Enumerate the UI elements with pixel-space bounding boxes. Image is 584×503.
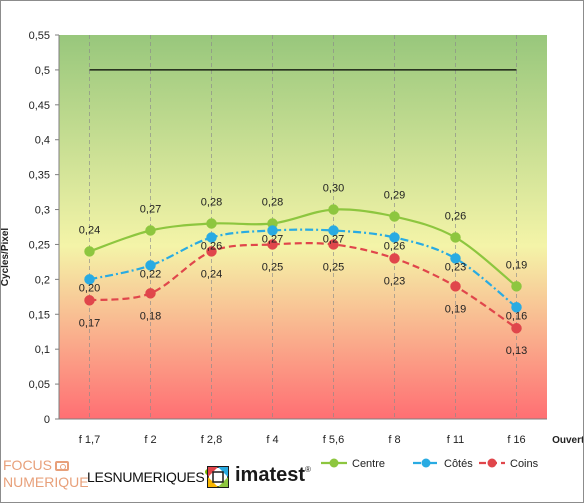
- data-label: 0,25: [262, 261, 283, 273]
- focus-logo-line2: NUMERIQUE: [3, 474, 89, 490]
- imatest-mark-icon: [207, 466, 229, 488]
- data-label: 0,24: [201, 268, 222, 280]
- data-label: 0,28: [201, 197, 222, 209]
- data-label: 0,16: [506, 310, 527, 322]
- legend-marker: [487, 458, 497, 468]
- focus-numerique-logo: FOCUS NUMERIQUE: [3, 457, 89, 491]
- y-tick-label: 0,05: [29, 379, 50, 391]
- y-tick-label: 0,2: [35, 274, 50, 286]
- data-point: [450, 232, 461, 243]
- imatest-logo-text: imatest: [235, 464, 306, 486]
- data-point: [450, 281, 461, 292]
- data-point: [84, 295, 95, 306]
- data-label: 0,19: [445, 303, 466, 315]
- data-label: 0,26: [384, 240, 405, 252]
- data-point: [145, 260, 156, 271]
- y-tick-label: 0,35: [29, 170, 50, 182]
- data-label: 0,23: [384, 275, 405, 287]
- data-point: [267, 225, 278, 236]
- data-point: [328, 239, 339, 250]
- data-label: 0,18: [140, 310, 161, 322]
- y-tick-label: 0,45: [29, 100, 50, 112]
- data-label: 0,19: [506, 259, 527, 271]
- data-point: [206, 218, 217, 229]
- series-line-cts: [89, 228, 518, 309]
- imatest-logo: imatest®: [235, 464, 311, 487]
- x-tick-label: f 2: [144, 434, 156, 446]
- data-point: [389, 253, 400, 264]
- legend-label: Centre: [352, 458, 385, 470]
- x-tick-label: f 11: [447, 434, 465, 446]
- registered-mark: ®: [305, 465, 311, 474]
- y-tick-label: 0,55: [29, 30, 50, 42]
- data-label: 0,27: [140, 203, 161, 215]
- lesnumeriques-logo-text: LESNUMERIQUES: [87, 469, 205, 485]
- data-label: 0,26: [201, 240, 222, 252]
- data-point: [389, 232, 400, 243]
- data-point: [511, 302, 522, 313]
- data-point: [145, 225, 156, 236]
- data-label: 0,25: [323, 261, 344, 273]
- x-tick-label: f 5,6: [323, 434, 344, 446]
- data-label: 0,24: [79, 224, 100, 236]
- y-tick-label: 0,5: [35, 65, 50, 77]
- data-point: [328, 225, 339, 236]
- x-tick-label: f 1,7: [79, 434, 100, 446]
- data-label: 0,28: [262, 197, 283, 209]
- data-label: 0,13: [506, 345, 527, 357]
- x-tick-label: f 2,8: [201, 434, 222, 446]
- camera-icon: [55, 461, 69, 471]
- focus-logo-line1: FOCUS: [3, 457, 52, 473]
- x-tick-label: f 8: [388, 434, 400, 446]
- data-point: [267, 239, 278, 250]
- legend-marker: [421, 458, 431, 468]
- data-point: [206, 232, 217, 243]
- data-label: 0,27: [262, 233, 283, 245]
- y-tick-label: 0,3: [35, 205, 50, 217]
- data-label: 0,23: [445, 261, 466, 273]
- data-point: [511, 322, 522, 334]
- data-point: [328, 204, 339, 215]
- x-axis-title: Ouverture: [552, 435, 583, 446]
- y-tick-label: 0,25: [29, 239, 50, 251]
- data-label: 0,29: [384, 190, 405, 202]
- x-tick-label: f 16: [507, 434, 525, 446]
- logo-bar: FOCUS NUMERIQUE LESNUMERIQUES imatest®: [1, 453, 331, 503]
- data-label: 0,30: [323, 183, 344, 195]
- lesnumeriques-logo: LESNUMERIQUES: [87, 469, 212, 485]
- y-axis-title: Cycles/Pixel: [1, 228, 11, 287]
- data-point: [145, 288, 156, 299]
- data-point: [511, 281, 522, 292]
- data-label: 0,26: [445, 210, 466, 222]
- legend-label: Coins: [510, 458, 539, 470]
- y-tick-label: 0,15: [29, 309, 50, 321]
- y-tick-label: 0,4: [35, 135, 50, 147]
- data-point: [389, 211, 400, 222]
- legend-marker: [329, 458, 339, 468]
- data-label: 0,20: [79, 282, 100, 294]
- data-point: [84, 274, 95, 285]
- data-label: 0,17: [79, 317, 100, 329]
- legend-label: Côtés: [444, 458, 473, 470]
- data-point: [450, 253, 461, 264]
- y-tick-label: 0,1: [35, 344, 50, 356]
- data-label: 0,22: [140, 268, 161, 280]
- data-label: 0,27: [323, 233, 344, 245]
- data-point: [206, 246, 217, 257]
- plot-background: [59, 35, 547, 419]
- x-tick-label: f 4: [266, 434, 278, 446]
- y-tick-label: 0: [44, 414, 50, 426]
- data-point: [84, 246, 95, 257]
